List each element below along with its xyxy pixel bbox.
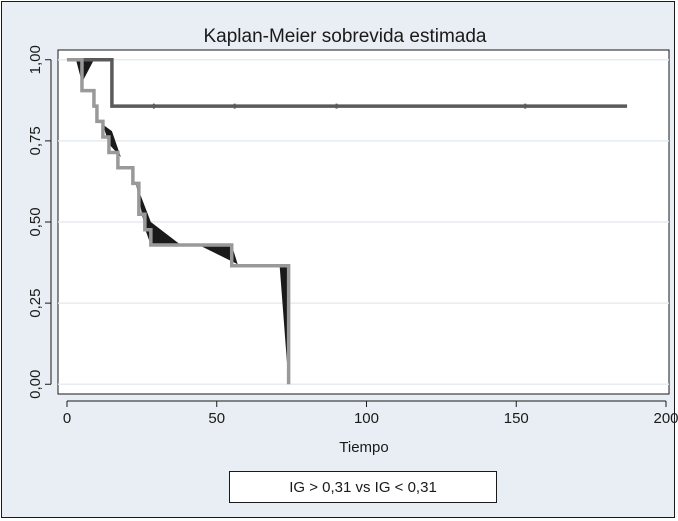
x-tick-label-1: 50	[208, 410, 225, 427]
grid-lines	[58, 58, 669, 386]
series-line-0	[66, 57, 628, 108]
shaded-region-4	[279, 265, 289, 385]
x-axis-label: Tiempo	[339, 439, 388, 456]
y-tick-label-4: 1,00	[27, 45, 44, 74]
x-tick-label-4: 200	[653, 410, 678, 427]
chart-title: Kaplan-Meier sobrevida estimada	[203, 26, 486, 47]
axes: 0,00 0,25 0,50 0,75 1,00 0 50 100 150 200	[27, 45, 678, 427]
survival-curves	[66, 57, 628, 385]
x-tick-label-0: 0	[63, 410, 71, 427]
y-tick-label-0: 0,00	[27, 370, 44, 399]
series-line-1	[66, 57, 291, 385]
x-tick-label-3: 150	[504, 410, 529, 427]
shaded-region-1	[102, 124, 121, 158]
y-tick-label-2: 0,50	[27, 207, 44, 236]
legend: IG > 0,31 vs IG < 0,31	[229, 471, 497, 503]
x-tick-label-2: 100	[354, 410, 379, 427]
y-tick-label-1: 0,25	[27, 289, 44, 318]
legend-text: IG > 0,31 vs IG < 0,31	[289, 478, 437, 496]
y-tick-label-3: 0,75	[27, 126, 44, 155]
shaded-region-3	[198, 245, 238, 265]
